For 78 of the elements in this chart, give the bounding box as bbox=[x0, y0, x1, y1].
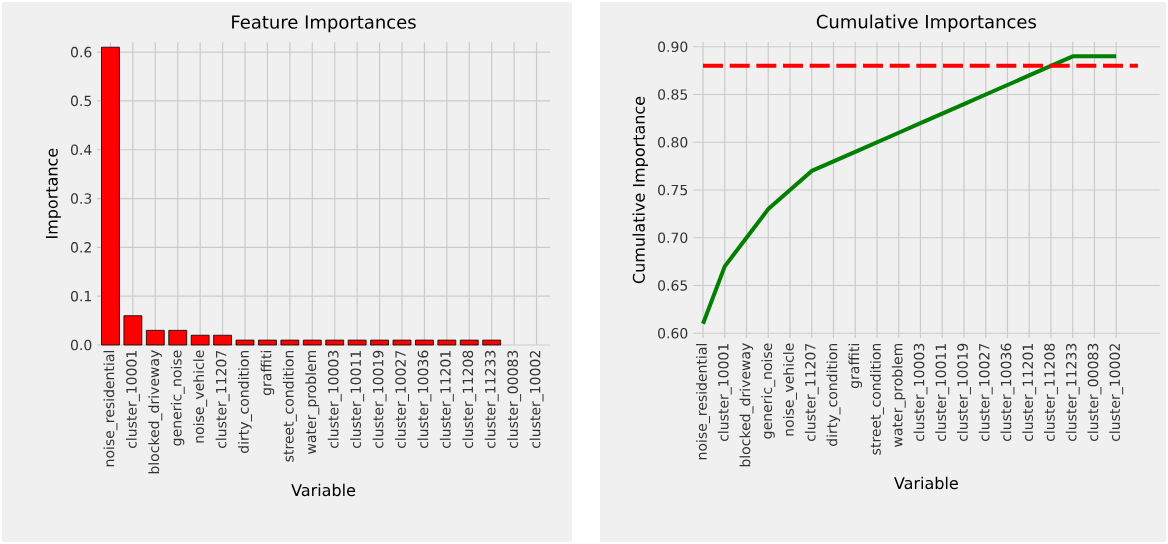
x-tick-label: water_problem bbox=[891, 343, 906, 447]
x-axis-title: Variable bbox=[291, 483, 356, 497]
x-tick-label: cluster_10011 bbox=[935, 344, 950, 442]
y-tick-label: 0.4 bbox=[70, 144, 92, 156]
x-tick-label: cluster_10003 bbox=[913, 343, 928, 442]
x-tick-label: graffiti bbox=[260, 351, 275, 396]
y-tick-label: 0.1 bbox=[70, 290, 91, 302]
bar bbox=[437, 339, 457, 346]
bar bbox=[482, 339, 502, 346]
y-tick-label: 0.90 bbox=[658, 41, 688, 53]
y-tick-label: 0.80 bbox=[658, 136, 688, 148]
y-tick-label: 0.2 bbox=[70, 242, 91, 253]
x-axis-title: Variable bbox=[894, 476, 958, 490]
x-tick-label: cluster_10036 bbox=[1000, 343, 1015, 442]
x-tick-label: noise_residential bbox=[696, 344, 710, 460]
x-tick-label: dirty_condition bbox=[826, 343, 841, 446]
y-tick-label: 0.65 bbox=[658, 280, 688, 291]
x-tick-label: cluster_11233 bbox=[484, 350, 499, 449]
y-tick-label: 0.85 bbox=[658, 89, 688, 100]
x-tick-label: blocked_driveway bbox=[148, 350, 163, 474]
x-tick-label: cluster_10011 bbox=[350, 351, 365, 449]
bar bbox=[302, 339, 322, 346]
x-tick-label: noise_residential bbox=[103, 351, 118, 467]
x-tick-label: cluster_11207 bbox=[804, 343, 819, 442]
bar bbox=[258, 339, 277, 346]
chart-title: Cumulative Importances bbox=[816, 14, 1036, 32]
x-tick-label: street_condition bbox=[870, 343, 884, 455]
bar bbox=[168, 329, 188, 346]
y-tick-label: 0.6 bbox=[70, 46, 92, 58]
x-tick-label: cluster_11233 bbox=[1065, 343, 1080, 442]
x-tick-label: cluster_11207 bbox=[215, 350, 230, 449]
x-tick-label: cluster_10001 bbox=[125, 351, 140, 449]
bar bbox=[101, 46, 120, 346]
x-tick-label: water_problem bbox=[305, 350, 320, 454]
x-tick-label: cluster_11201 bbox=[439, 351, 454, 449]
bar bbox=[145, 329, 165, 346]
x-tick-label: cluster_10003 bbox=[327, 350, 342, 449]
bar bbox=[415, 339, 434, 346]
y-tick-label: 0.0 bbox=[70, 339, 92, 351]
x-tick-label: dirty_condition bbox=[238, 350, 252, 453]
x-tick-label: cluster_10019 bbox=[372, 350, 387, 449]
x-tick-label: cluster_10002 bbox=[1109, 344, 1124, 442]
bar bbox=[370, 339, 389, 346]
x-tick-label: cluster_11208 bbox=[1043, 343, 1058, 442]
x-tick-label: cluster_10027 bbox=[395, 350, 409, 449]
bar bbox=[280, 339, 300, 346]
y-axis-title: Importance bbox=[45, 148, 61, 238]
x-tick-label: noise_vehicle bbox=[193, 350, 208, 443]
bar bbox=[347, 339, 367, 346]
y-axis-title: Cumulative Importance bbox=[632, 96, 648, 284]
x-tick-label: cluster_00083 bbox=[507, 350, 522, 449]
bar bbox=[213, 334, 232, 346]
bar bbox=[190, 334, 210, 346]
x-tick-label: noise_vehicle bbox=[783, 343, 797, 436]
bar bbox=[392, 339, 412, 346]
y-tick-label: 0.75 bbox=[658, 184, 688, 196]
y-tick-label: 0.70 bbox=[658, 232, 688, 244]
x-tick-label: graffiti bbox=[848, 344, 862, 389]
x-tick-label: cluster_11208 bbox=[462, 350, 477, 449]
x-tick-label: cluster_10027 bbox=[978, 343, 993, 442]
x-tick-label: generic_noise bbox=[170, 350, 185, 446]
bar bbox=[235, 339, 255, 346]
x-tick-label: blocked_driveway bbox=[739, 343, 754, 467]
x-tick-label: cluster_11201 bbox=[1022, 344, 1037, 442]
chart-title: Feature Importances bbox=[232, 15, 416, 33]
bar bbox=[325, 339, 345, 346]
bar bbox=[459, 339, 479, 346]
x-tick-label: cluster_10001 bbox=[717, 344, 732, 442]
x-tick-label: street_condition bbox=[282, 350, 297, 462]
x-tick-label: cluster_10019 bbox=[957, 343, 971, 442]
y-tick-label: 0.60 bbox=[658, 327, 688, 339]
x-tick-label: cluster_10036 bbox=[417, 350, 432, 449]
y-tick-label: 0.5 bbox=[70, 95, 92, 107]
bar bbox=[123, 315, 143, 346]
x-tick-label: generic_noise bbox=[761, 343, 776, 439]
y-tick-label: 0.3 bbox=[70, 193, 92, 204]
x-tick-label: cluster_00083 bbox=[1087, 343, 1102, 442]
x-tick-label: cluster_10002 bbox=[529, 351, 544, 449]
